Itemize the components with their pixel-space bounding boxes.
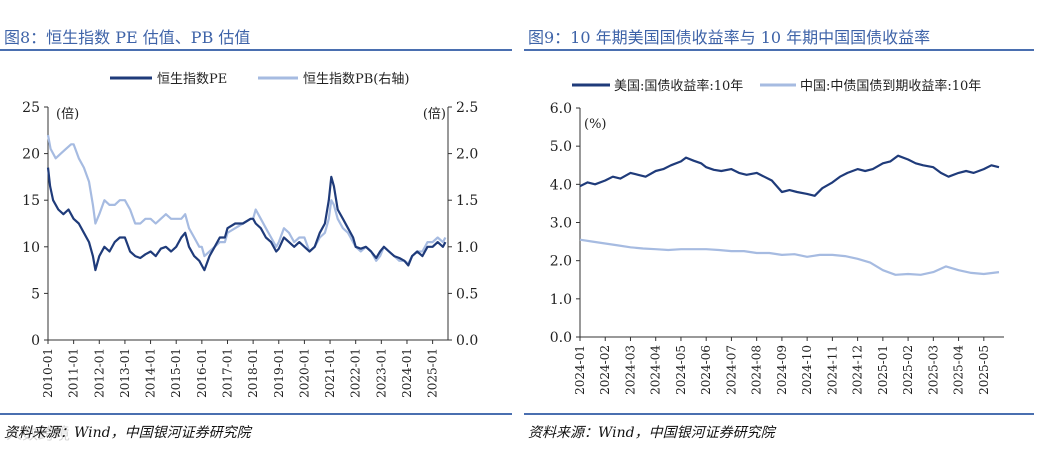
right-y-tick-label: 2.5 bbox=[456, 100, 478, 116]
yield-y-tick-label: 3.0 bbox=[550, 216, 572, 232]
right-y-tick-label: 0.0 bbox=[456, 333, 478, 349]
x-tick-label: 2017-01 bbox=[220, 348, 234, 398]
yield-y-tick-label: 1.0 bbox=[550, 292, 572, 308]
x-tick-label: 2018-01 bbox=[246, 348, 260, 398]
x-tick-label: 2013-01 bbox=[118, 348, 132, 398]
yield-y-tick-label: 0.0 bbox=[550, 330, 572, 346]
yield-y-tick-label: 4.0 bbox=[550, 177, 572, 193]
yield-y-tick-label: 6.0 bbox=[550, 101, 572, 117]
x-tick-label: 2023-01 bbox=[374, 348, 388, 398]
yield-y-tick-label: 5.0 bbox=[550, 139, 572, 155]
treasury-yield-chart: 美国:国债收益率:10年 中国:中债国债到期收益率:10年 (%) 0.0 1.0… bbox=[550, 78, 1004, 395]
watermark-logo: 人数跨境 bbox=[6, 424, 71, 443]
yield-x-tick-label: 2024-09 bbox=[775, 345, 789, 395]
yield-x-tick-label: 2024-05 bbox=[674, 345, 688, 395]
left-y-tick-label: 0 bbox=[31, 333, 40, 349]
yield-x-tick-label: 2024-07 bbox=[724, 345, 738, 395]
yield-x-tick-label: 2025-05 bbox=[977, 345, 991, 395]
left-axis-unit: (倍) bbox=[56, 107, 79, 122]
left-plot-area: 0 5 10 15 20 25 0.0 0.5 1.0 1.5 2.0 2.5 2010-01 2011-… bbox=[22, 100, 478, 398]
x-tick-label: 2021-01 bbox=[323, 348, 337, 398]
right-y-tick-label: 1.0 bbox=[456, 240, 478, 256]
x-tick-label: 2022-01 bbox=[349, 348, 363, 398]
left-y-tick-label: 20 bbox=[22, 147, 40, 163]
x-tick-label: 2012-01 bbox=[92, 348, 106, 398]
yield-x-tick-label: 2024-10 bbox=[800, 345, 814, 395]
left-y-tick-label: 15 bbox=[22, 193, 40, 209]
left-bottom-rule bbox=[0, 413, 512, 415]
x-tick-label: 2025-01 bbox=[426, 348, 440, 398]
yield-x-tick-label: 2024-04 bbox=[649, 345, 663, 395]
legend-us-label: 美国:国债收益率:10年 bbox=[614, 78, 743, 94]
right-legend: 美国:国债收益率:10年 中国:中债国债到期收益率:10年 bbox=[572, 78, 981, 94]
cn-yield-series-line bbox=[579, 238, 1000, 276]
right-figure-title: 图9：10 年期美国国债收益率与 10 年期中国国债收益率 bbox=[528, 28, 931, 47]
left-y-tick-label: 5 bbox=[31, 286, 40, 302]
yield-x-tick-label: 2025-03 bbox=[926, 345, 940, 395]
x-tick-label: 2020-01 bbox=[297, 348, 311, 398]
yield-x-tick-label: 2025-04 bbox=[952, 345, 966, 395]
yield-x-tick-label: 2024-02 bbox=[598, 345, 612, 395]
x-tick-label: 2010-01 bbox=[41, 348, 55, 398]
x-tick-label: 2024-01 bbox=[400, 348, 414, 398]
right-title-rule bbox=[524, 49, 1034, 51]
right-figure-panel: 图9：10 年期美国国债收益率与 10 年期中国国债收益率 美国:国债收益率:1… bbox=[524, 0, 1034, 460]
yield-x-tick-label: 2024-01 bbox=[573, 345, 587, 395]
pe-series-line bbox=[46, 167, 447, 272]
yield-x-tick-label: 2024-12 bbox=[851, 345, 865, 395]
yield-x-tick-label: 2024-08 bbox=[750, 345, 764, 395]
legend-pe-label: 恒生指数PE bbox=[157, 72, 227, 87]
right-y-tick-label: 2.0 bbox=[456, 147, 478, 163]
left-figure-title: 图8：恒生指数 PE 估值、PB 估值 bbox=[4, 28, 251, 47]
right-source-note: 资料来源：Wind，中国银河证券研究院 bbox=[528, 425, 775, 441]
left-source-note: 资料来源：Wind，中国银河证券研究院 bbox=[4, 425, 251, 441]
x-tick-label: 2011-01 bbox=[67, 348, 81, 398]
right-y-tick-label: 1.5 bbox=[456, 193, 478, 209]
left-title-rule bbox=[0, 49, 512, 51]
legend-pb-label: 恒生指数PB(右轴) bbox=[303, 72, 409, 87]
pb-series-line bbox=[46, 134, 447, 265]
yield-x-tick-label: 2025-02 bbox=[901, 345, 915, 395]
us-yield-series-line bbox=[579, 154, 1000, 197]
left-legend: 恒生指数PE 恒生指数PB(右轴) bbox=[110, 72, 409, 87]
left-figure-panel: 图8：恒生指数 PE 估值、PB 估值 恒生指数PE 恒生指数PB(右轴) (倍… bbox=[0, 0, 512, 460]
yield-x-tick-label: 2024-06 bbox=[699, 345, 713, 395]
yield-x-tick-label: 2024-03 bbox=[623, 345, 637, 395]
left-y-tick-label: 25 bbox=[22, 100, 40, 116]
x-tick-label: 2019-01 bbox=[272, 348, 286, 398]
hsi-valuation-chart: 恒生指数PE 恒生指数PB(右轴) (倍) (倍) 05101520250.00… bbox=[22, 72, 478, 398]
right-y-tick-label: 0.5 bbox=[456, 286, 478, 302]
legend-cn-label: 中国:中债国债到期收益率:10年 bbox=[800, 78, 981, 94]
yield-y-tick-label: 2.0 bbox=[550, 254, 572, 270]
yield-axis-unit: (%) bbox=[584, 117, 607, 132]
yield-x-tick-label: 2024-11 bbox=[825, 345, 839, 395]
x-tick-label: 2014-01 bbox=[144, 348, 158, 398]
x-tick-label: 2016-01 bbox=[195, 348, 209, 398]
yield-x-tick-label: 2025-01 bbox=[876, 345, 890, 395]
right-axis-unit: (倍) bbox=[423, 107, 446, 122]
left-y-tick-label: 10 bbox=[22, 240, 40, 256]
right-bottom-rule bbox=[524, 413, 1034, 415]
x-tick-label: 2015-01 bbox=[169, 348, 183, 398]
right-plot-area: 0.0 1.0 2.0 3.0 4.0 5.0 6.0 2024-01 2024-02 2024-… bbox=[550, 101, 1004, 395]
